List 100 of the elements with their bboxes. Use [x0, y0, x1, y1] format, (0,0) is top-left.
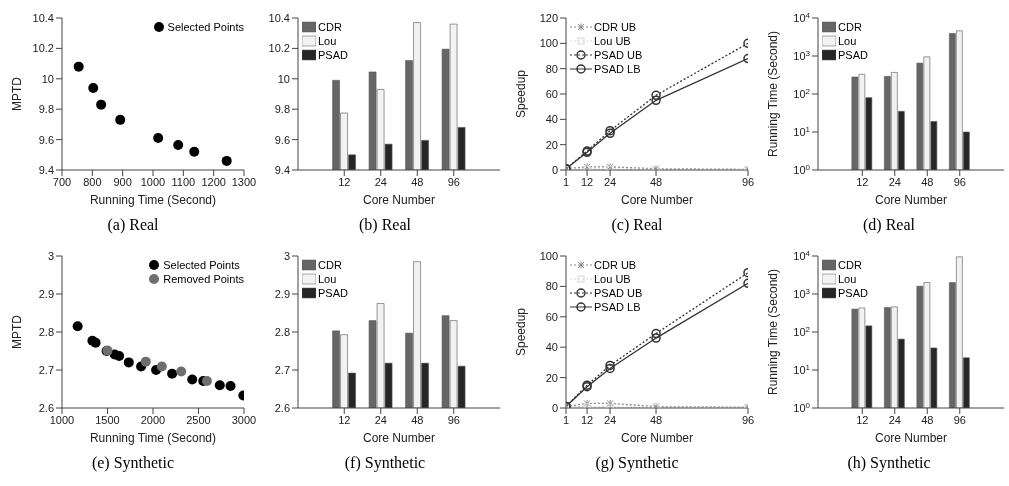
y-tick-label: 2.6	[274, 402, 290, 414]
y-tick-label: 60	[545, 310, 558, 323]
x-tick-label: 12	[580, 175, 594, 188]
y-tick-label: 40	[545, 113, 558, 126]
y-tick-label: 10$^{3}$	[793, 48, 811, 62]
x-axis-title: Core Number	[620, 193, 694, 207]
y-tick-label: 10.2	[268, 42, 290, 55]
x-tick-label: 1	[562, 413, 570, 426]
y-tick-label: 120	[539, 12, 558, 24]
x-tick-label: 96	[953, 413, 966, 426]
x-axis-title: Core Number	[362, 431, 436, 445]
legend-label: Lou	[838, 272, 857, 286]
x-tick-label: 1	[562, 175, 570, 188]
x-tick-label: 2500	[186, 413, 211, 426]
x-axis-title: Core Number	[362, 193, 436, 207]
x-tick-label: 96	[741, 175, 755, 188]
y-tick-label: 80	[545, 280, 558, 293]
text: (d) Real	[862, 216, 916, 234]
x-axis-title: Core Number	[874, 431, 948, 445]
x-axis-title: Running Time (Second)	[89, 193, 217, 207]
y-tick-label: 10$^{0}$	[793, 162, 811, 176]
legend-label: PSAD LB	[594, 62, 641, 76]
y-tick-label: 9.8	[38, 103, 54, 116]
text: (g) Synthetic	[594, 454, 680, 472]
y-tick-label: 80	[545, 62, 558, 75]
x-tick-label: 24	[374, 413, 387, 426]
x-tick-label: 96	[447, 413, 460, 426]
legend-label: PSAD	[838, 48, 868, 62]
y-tick-label: 2.6	[38, 402, 54, 414]
y-tick-label: 10	[41, 72, 54, 85]
x-tick-label: 48	[921, 175, 934, 188]
y-tick-label: 0	[551, 402, 558, 414]
y-tick-label: 2.8	[274, 326, 290, 338]
legend-label: Removed Points	[163, 272, 244, 286]
text: (a) Real	[106, 216, 160, 234]
x-tick-label: 12	[580, 413, 594, 426]
x-tick-label: 12	[338, 413, 351, 426]
y-tick-label: 100	[539, 37, 558, 50]
y-tick-label: 2.8	[38, 326, 54, 338]
x-axis-title: Running Time (Second)	[89, 431, 217, 445]
y-tick-label: 10	[277, 72, 290, 85]
y-axis-title: MPTD	[10, 76, 25, 111]
y-tick-label: 20	[545, 371, 558, 384]
x-tick-label: 12	[856, 175, 869, 188]
x-tick-label: 24	[888, 413, 901, 426]
x-tick-label: 48	[649, 413, 663, 426]
legend-label: Lou UB	[594, 34, 631, 48]
y-tick-label: 10$^{1}$	[793, 362, 811, 376]
x-tick-label: 1300	[231, 175, 257, 188]
y-tick-label: 60	[545, 88, 558, 100]
x-tick-label: 48	[649, 175, 663, 188]
x-tick-label: 1500	[95, 413, 120, 426]
legend-label: CDR	[838, 258, 862, 272]
y-tick-label: 10.2	[32, 42, 54, 55]
x-tick-label: 900	[113, 175, 132, 188]
x-tick-label: 48	[411, 175, 424, 188]
y-tick-label: 10.4	[268, 12, 290, 24]
y-axis-title: Speedup	[514, 307, 529, 357]
x-tick-label: 1200	[201, 175, 226, 188]
y-tick-label: 20	[545, 138, 558, 151]
y-tick-label: 10$^{2}$	[793, 324, 811, 338]
y-tick-label: 9.6	[38, 133, 54, 146]
text: (e) Synthetic	[90, 454, 176, 472]
y-axis-title: MPTD	[10, 314, 25, 349]
y-tick-label: 10$^{4}$	[793, 248, 811, 262]
y-tick-label: 9.8	[274, 103, 290, 116]
y-tick-label: 40	[545, 341, 558, 354]
legend-label: PSAD UB	[594, 48, 643, 62]
text: (b) Real	[358, 216, 412, 234]
legend-label: CDR UB	[594, 258, 637, 272]
x-tick-label: 48	[411, 413, 424, 426]
legend-label: CDR	[318, 258, 342, 272]
y-tick-label: 10$^{2}$	[793, 86, 811, 100]
y-tick-label: 10$^{0}$	[793, 400, 811, 414]
x-tick-label: 96	[741, 413, 755, 426]
x-tick-label: 24	[374, 175, 387, 188]
x-tick-label: 96	[953, 175, 966, 188]
legend-label: CDR UB	[594, 20, 637, 34]
x-tick-label: 1100	[171, 175, 196, 188]
legend-label: Lou	[318, 34, 337, 48]
y-tick-label: 10$^{4}$	[793, 10, 811, 24]
x-axis-title: Core Number	[620, 431, 694, 445]
y-tick-label: 0	[551, 164, 558, 176]
legend-label: Lou	[838, 34, 857, 48]
legend-label: PSAD	[318, 48, 348, 62]
x-tick-label: 24	[603, 175, 617, 188]
y-axis-title: Running Time (Second)	[766, 30, 781, 158]
y-tick-label: 9.6	[274, 133, 290, 146]
legend-label: Selected Points	[163, 258, 240, 272]
text: (c) Real	[610, 216, 664, 234]
text: (h) Synthetic	[846, 454, 932, 472]
y-tick-label: 2.7	[38, 364, 54, 376]
legend-label: PSAD	[318, 286, 348, 300]
legend-label: CDR	[318, 20, 342, 34]
y-tick-label: 2.7	[274, 364, 290, 376]
legend-label: CDR	[838, 20, 862, 34]
x-tick-label: 1000	[49, 413, 75, 426]
text: (f) Synthetic	[343, 454, 427, 472]
y-tick-label: 10$^{3}$	[793, 286, 811, 300]
y-axis-title: Running Time (Second)	[766, 268, 781, 396]
